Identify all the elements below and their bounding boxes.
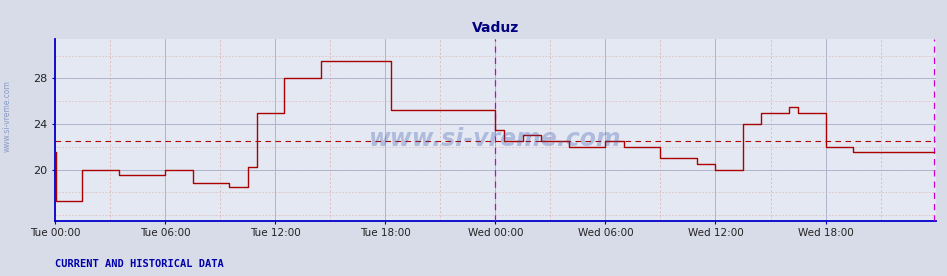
Text: www.si-vreme.com: www.si-vreme.com [3,80,12,152]
Title: Vaduz: Vaduz [472,21,519,35]
Text: www.si-vreme.com: www.si-vreme.com [369,127,621,151]
Text: CURRENT AND HISTORICAL DATA: CURRENT AND HISTORICAL DATA [55,259,223,269]
